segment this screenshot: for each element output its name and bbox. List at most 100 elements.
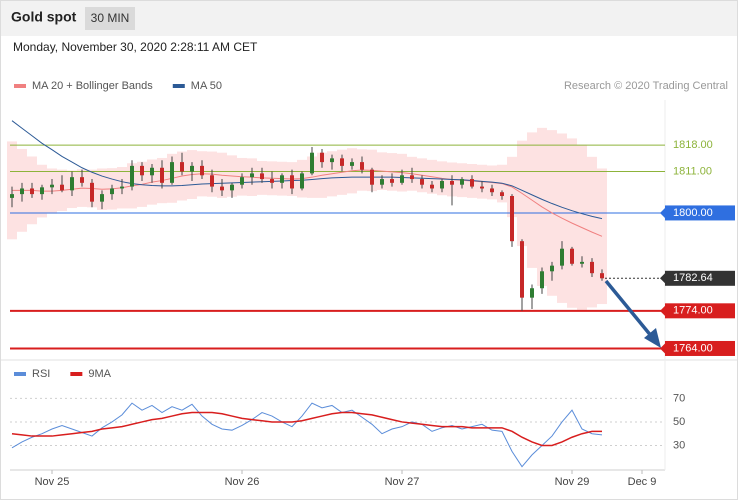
candle-body xyxy=(280,175,284,183)
legend-swatch xyxy=(70,372,83,376)
x-tick-label: Nov 29 xyxy=(555,476,590,488)
candle-body xyxy=(200,165,204,176)
candle-body xyxy=(350,162,354,166)
candle-body xyxy=(40,187,44,195)
candle-body xyxy=(560,248,564,266)
legend-swatch xyxy=(14,84,26,88)
candle-body xyxy=(230,184,234,191)
level-label: 1811.00 xyxy=(673,165,712,177)
candle-body xyxy=(460,179,464,185)
candle-body xyxy=(190,165,194,172)
candle-body xyxy=(290,175,294,189)
candle-body xyxy=(410,175,414,180)
level-box xyxy=(665,303,735,319)
level-label: 1774.00 xyxy=(673,305,713,317)
candle-body xyxy=(370,169,374,185)
candle-body xyxy=(580,261,584,264)
interval[interactable]: 30 MIN xyxy=(91,11,130,25)
candle-body xyxy=(480,186,484,189)
candle-body xyxy=(270,179,274,183)
level-box-tip xyxy=(660,273,665,284)
candle-body xyxy=(80,177,84,183)
candle-body xyxy=(590,261,594,274)
forecast-arrow xyxy=(604,279,661,348)
candle-body xyxy=(520,241,524,298)
legend-swatch xyxy=(172,84,185,88)
candle-body xyxy=(380,179,384,185)
candle-body xyxy=(430,184,434,189)
candle-body xyxy=(220,186,224,191)
candle-body xyxy=(90,182,94,202)
y-tick-label: 30 xyxy=(673,439,685,451)
x-tick-label: Nov 27 xyxy=(385,476,420,488)
x-tick-label: Nov 25 xyxy=(35,476,70,488)
candle-body xyxy=(550,265,554,272)
candle-body xyxy=(160,167,164,183)
legend-label: MA 50 xyxy=(191,80,222,92)
y-tick-label: 70 xyxy=(673,392,685,404)
candle-body xyxy=(130,165,134,187)
legend-swatch xyxy=(14,372,26,376)
candle-body xyxy=(110,188,114,195)
candle-body xyxy=(210,175,214,187)
candle-body xyxy=(30,188,34,195)
level-box xyxy=(665,205,735,221)
candle-body xyxy=(50,184,54,188)
legend-label: 9MA xyxy=(88,368,111,380)
arrow-shaft xyxy=(604,279,654,339)
level-label: 1800.00 xyxy=(673,207,713,219)
candle-body xyxy=(540,271,544,289)
candle-body xyxy=(570,248,574,264)
bollinger-band xyxy=(597,168,607,305)
candle-body xyxy=(360,162,364,170)
y-tick-label: 50 xyxy=(673,416,685,428)
candle-body xyxy=(60,184,64,191)
candle-body xyxy=(250,173,254,178)
candle-body xyxy=(10,194,14,198)
level-box-tip xyxy=(660,207,665,218)
x-tick-label: Nov 26 xyxy=(225,476,260,488)
legend-label: RSI xyxy=(32,368,50,380)
level-box xyxy=(665,340,735,356)
candle-body xyxy=(300,173,304,189)
candle-body xyxy=(440,180,444,189)
level-label: 1782.64 xyxy=(673,272,713,284)
candle-body xyxy=(530,288,534,298)
candle-body xyxy=(420,179,424,185)
timestamp: Monday, November 30, 2020 2:28:11 AM CET xyxy=(13,40,258,54)
rsi-line xyxy=(11,402,603,468)
candle-body xyxy=(120,186,124,189)
candle-body xyxy=(240,177,244,185)
candle-body xyxy=(600,273,604,279)
candle-body xyxy=(310,152,314,174)
candle-body xyxy=(450,180,454,185)
candle-body xyxy=(170,162,174,183)
level-label: 1818.00 xyxy=(673,139,713,151)
x-tick-label: Dec 9 xyxy=(628,476,657,488)
candle-body xyxy=(490,188,494,193)
candle-body xyxy=(510,196,514,242)
candle-body xyxy=(400,175,404,183)
candle-body xyxy=(140,165,144,176)
moving-average xyxy=(11,120,603,220)
candle-body xyxy=(500,192,504,196)
level-box-tip xyxy=(660,305,665,316)
candle-body xyxy=(180,162,184,172)
candle-body xyxy=(320,152,324,163)
candle-body xyxy=(100,194,104,202)
candle-body xyxy=(330,158,334,163)
candle-body xyxy=(390,179,394,183)
candle-body xyxy=(340,158,344,166)
credit: Research © 2020 Trading Central xyxy=(564,80,728,92)
rsi-line xyxy=(11,411,602,447)
level-box xyxy=(665,270,735,286)
candle-body xyxy=(20,188,24,195)
interval-badge[interactable] xyxy=(85,7,135,30)
candle-body xyxy=(70,177,74,191)
title: Gold spot xyxy=(11,9,77,25)
candle-body xyxy=(260,173,264,180)
level-label: 1764.00 xyxy=(673,342,713,354)
legend-label: MA 20 + Bollinger Bands xyxy=(32,80,153,92)
